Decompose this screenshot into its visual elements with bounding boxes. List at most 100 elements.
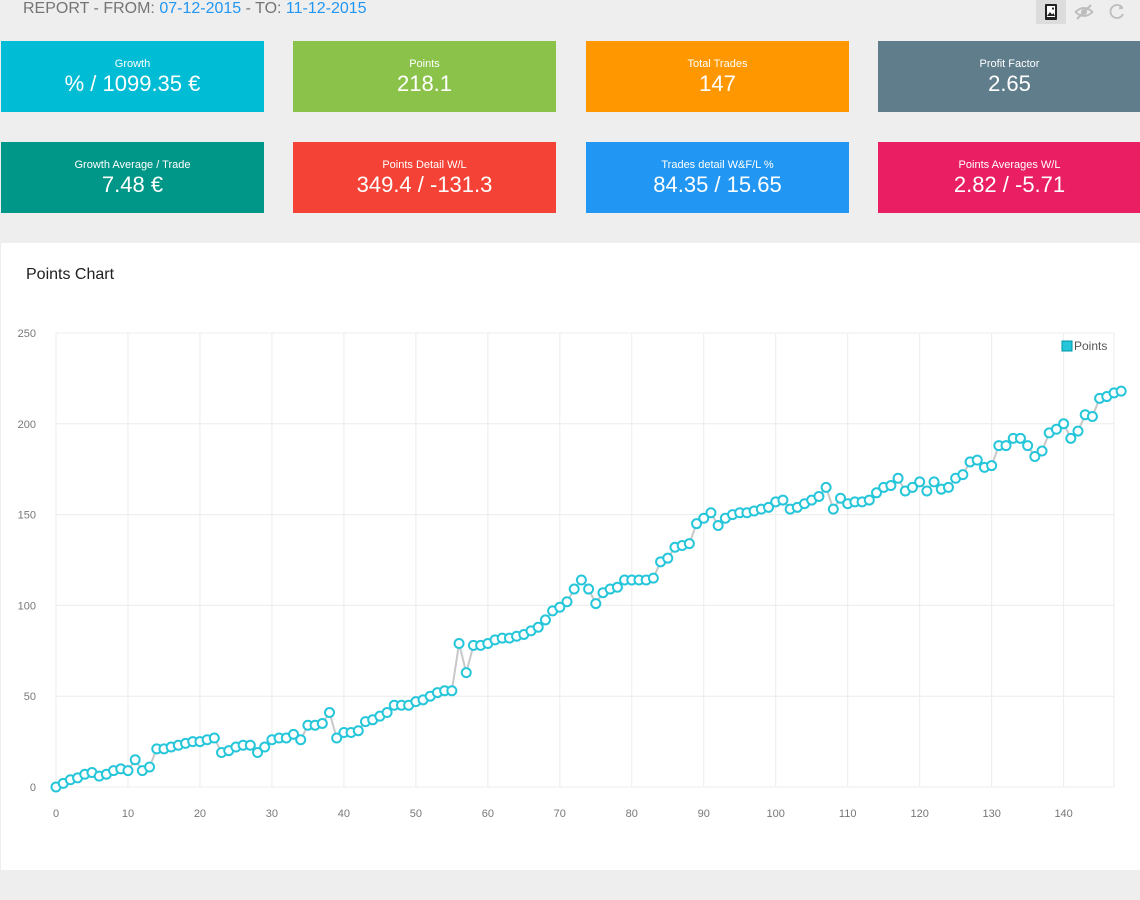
points-marker [892, 472, 904, 484]
points-averages-card: Points Averages W/L 2.82 / -5.71 [878, 142, 1140, 213]
x-tick-label: 30 [266, 808, 278, 820]
legend-swatch [1061, 340, 1073, 352]
points-marker [144, 761, 156, 773]
x-tick-label: 90 [698, 808, 710, 820]
points-marker [532, 621, 544, 633]
points-marker [259, 741, 271, 753]
points-detail-label: Points Detail W/L [382, 159, 467, 171]
points-marker [122, 765, 134, 777]
points-marker [568, 583, 580, 595]
x-tick-label: 100 [767, 808, 785, 820]
points-marker [583, 583, 595, 595]
points-marker [683, 538, 695, 550]
report-prefix: REPORT - FROM: [23, 0, 155, 17]
refresh-icon [1109, 4, 1124, 19]
image-button[interactable] [1036, 0, 1066, 24]
image-icon [1045, 4, 1057, 20]
points-label: Points [409, 58, 440, 70]
points-marker [647, 572, 659, 584]
points-marker [870, 487, 882, 499]
points-marker [1065, 432, 1077, 444]
y-tick-label: 200 [18, 419, 36, 431]
points-marker [1086, 411, 1098, 423]
x-tick-label: 120 [910, 808, 928, 820]
points-marker [986, 460, 998, 472]
points-marker [1115, 385, 1127, 397]
chart-title: Points Chart [26, 266, 115, 283]
points-marker [1014, 432, 1026, 444]
points-marker [835, 492, 847, 504]
trades-detail-label: Trades detail W&F/L % [661, 159, 774, 171]
total-trades-value: 147 [699, 71, 736, 96]
points-marker [539, 614, 551, 626]
points-marker [827, 503, 839, 515]
chart-panel: Points Chart 0 50 100 150 200 250 0 10 20 30 40 50 6… [1, 243, 1140, 870]
growth-label: Growth [114, 58, 151, 70]
to-label: - TO: [245, 0, 282, 17]
points-marker [1029, 450, 1041, 462]
points-marker [1022, 440, 1034, 452]
points-averages-value: 2.82 / -5.71 [953, 172, 1066, 197]
y-tick-label: 0 [30, 782, 36, 794]
points-marker [446, 685, 458, 697]
growth-card: Growth % / 1099.35 € [1, 41, 264, 112]
x-tick-label: 110 [839, 808, 857, 820]
points-marker [928, 476, 940, 488]
points-marker [252, 746, 264, 758]
points-marker [712, 519, 724, 531]
points-marker [453, 638, 465, 650]
refresh-button[interactable] [1102, 0, 1132, 24]
x-tick-label: 80 [626, 808, 638, 820]
from-date[interactable]: 07-12-2015 [159, 0, 242, 17]
points-marker [691, 518, 703, 530]
points-marker [813, 490, 825, 502]
points-marker [561, 596, 573, 608]
points-marker [662, 552, 674, 564]
points-marker [906, 481, 918, 493]
x-tick-label: 0 [53, 808, 59, 820]
points-marker [460, 667, 472, 679]
points-marker [1000, 440, 1012, 452]
hide-button[interactable] [1069, 0, 1099, 24]
eye-off-icon [1074, 4, 1094, 20]
points-marker [1072, 425, 1084, 437]
report-header: REPORT - FROM: 07-12-2015 - TO: 11-12-20… [23, 0, 367, 20]
points-marker [352, 725, 364, 737]
points-marker [698, 512, 710, 524]
points-averages-label: Points Averages W/L [958, 159, 1061, 171]
legend-label: Points [1074, 339, 1107, 353]
points-marker [295, 734, 307, 746]
points-marker [208, 732, 220, 744]
points-detail-value: 349.4 / -131.3 [356, 172, 493, 197]
points-marker [705, 507, 717, 519]
points-detail-card: Points Detail W/L 349.4 / -131.3 [293, 142, 556, 213]
x-tick-label: 10 [122, 808, 134, 820]
y-tick-label: 150 [18, 510, 36, 522]
x-tick-label: 20 [194, 808, 206, 820]
y-tick-label: 250 [18, 328, 36, 340]
points-marker [1050, 423, 1062, 435]
x-tick-label: 60 [482, 808, 494, 820]
x-tick-label: 40 [338, 808, 350, 820]
y-tick-label: 50 [24, 691, 36, 703]
points-marker [381, 707, 393, 719]
profit-factor-value: 2.65 [988, 71, 1031, 96]
total-trades-card: Total Trades 147 [586, 41, 849, 112]
points-marker [942, 481, 954, 493]
to-date[interactable]: 11-12-2015 [285, 0, 367, 17]
points-marker [971, 454, 983, 466]
growth-average-card: Growth Average / Trade 7.48 € [1, 142, 264, 213]
x-tick-label: 50 [410, 808, 422, 820]
points-marker [316, 717, 328, 729]
points-marker [777, 494, 789, 506]
points-marker [323, 707, 335, 719]
points-card: Points 218.1 [293, 41, 556, 112]
x-tick-label: 140 [1054, 808, 1072, 820]
points-marker [590, 598, 602, 610]
points-marker [763, 501, 775, 513]
points-marker [244, 739, 256, 751]
y-tick-label: 100 [18, 600, 36, 612]
points-marker [554, 601, 566, 613]
toolbar [1033, 0, 1132, 24]
points-marker [611, 581, 623, 593]
